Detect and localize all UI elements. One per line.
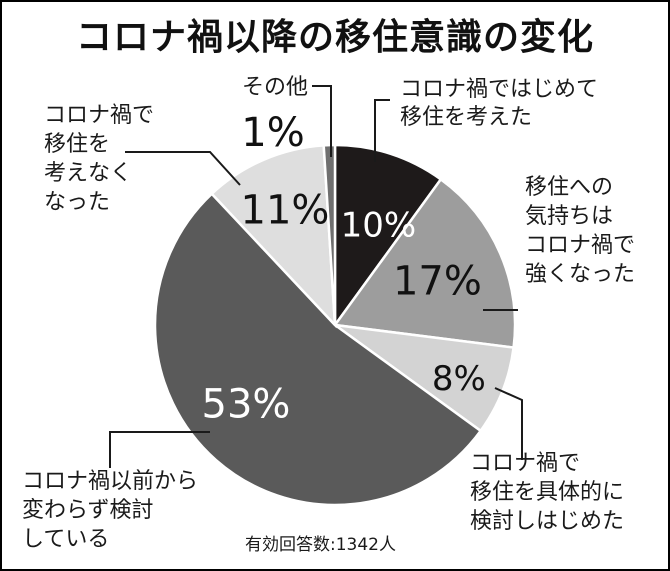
leader-line <box>109 431 210 468</box>
chart-title: コロナ禍以降の移住意識の変化 <box>75 17 594 58</box>
leader-line <box>374 99 390 162</box>
slice-value-label: 1% <box>241 110 304 156</box>
slice-category-label: コロナ禍で移住を考えなくなった <box>44 103 154 215</box>
sample-size-note: 有効回答数:1342人 <box>245 535 396 555</box>
slice-category-label: コロナ禍で移住を具体的に検討しはじめた <box>470 451 624 534</box>
slice-value-label: 8% <box>432 359 486 399</box>
pie-slice <box>322 143 337 326</box>
slice-category-label: その他 <box>242 75 308 100</box>
leader-line <box>125 151 241 186</box>
pie-slice <box>332 177 517 349</box>
pie-slices <box>153 143 517 507</box>
leader-line <box>494 387 523 460</box>
slice-value-label: 53% <box>202 381 291 427</box>
leader-line <box>312 85 332 157</box>
slice-category-label: コロナ禍ではじめて移住を考えた <box>400 77 598 130</box>
pie-slice <box>210 144 337 329</box>
pie-slice <box>333 143 443 329</box>
slice-value-label: 11% <box>241 187 330 233</box>
pie-slice <box>153 192 483 507</box>
leader-lines <box>109 85 523 468</box>
slice-value-label: 10% <box>341 205 417 245</box>
slice-category-label: コロナ禍以前から変わらず検討している <box>22 469 198 552</box>
slice-value-label: 17% <box>393 259 482 305</box>
slice-category-label: 移住への気持ちはコロナ禍で強くなった <box>525 175 635 287</box>
